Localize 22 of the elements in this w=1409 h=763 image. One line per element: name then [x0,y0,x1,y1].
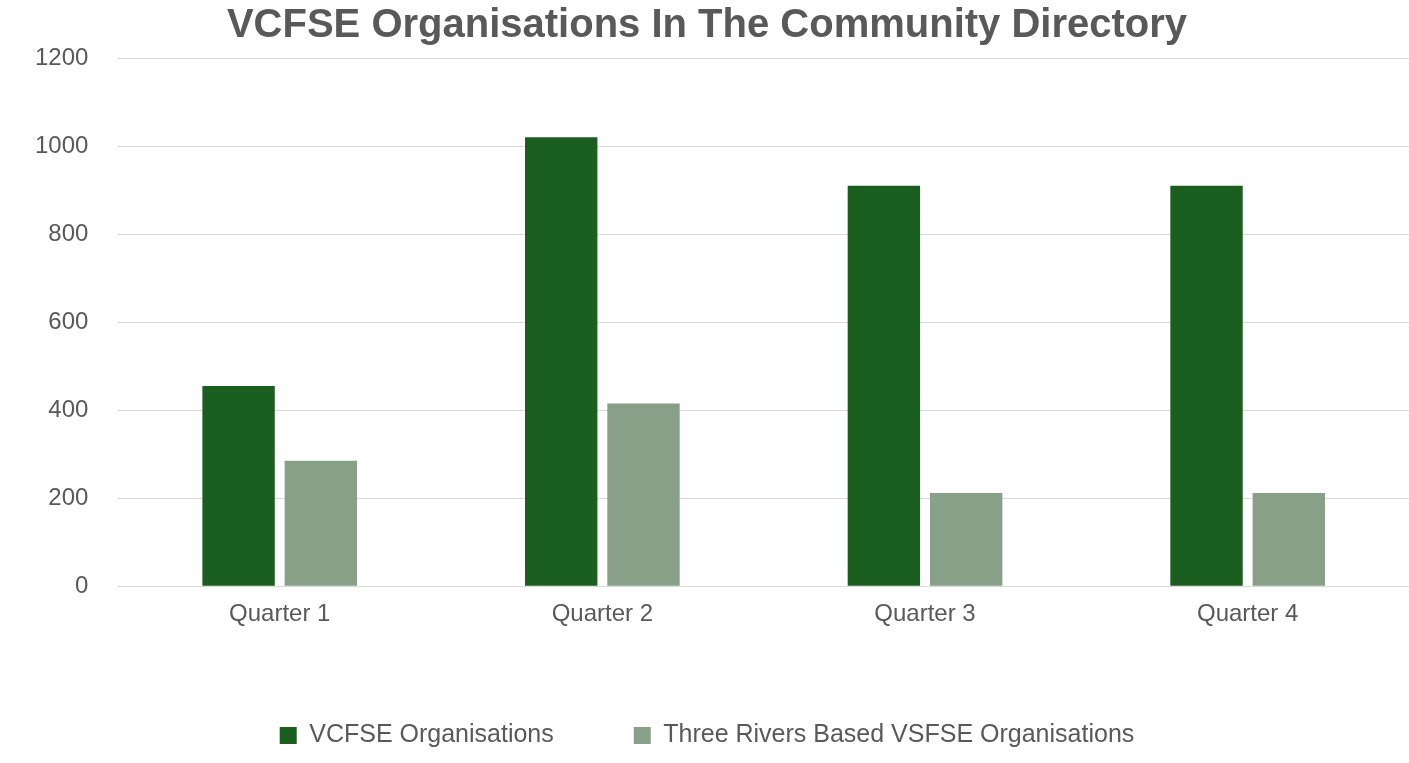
bar [1170,185,1243,586]
bar [929,492,1003,586]
bar [202,385,275,586]
legend-label: VCFSE Organisations [309,719,554,748]
chart-title: VCFSE Organisations In The Community Directory [226,1,1188,46]
bar [284,460,358,586]
bar [847,185,921,586]
y-tick-label: 1200 [35,42,89,70]
y-tick-label: 400 [48,394,89,422]
bar [607,403,680,586]
x-tick-label: Quarter 4 [1196,599,1299,627]
legend-label: Three Rivers Based VSFSE Organisations [663,719,1135,748]
y-tick-label: 600 [48,306,89,334]
x-tick-label: Quarter 2 [551,599,654,627]
x-tick-label: Quarter 3 [874,599,976,627]
bar [525,137,598,586]
y-tick-label: 1000 [35,130,89,158]
bar [1252,492,1326,586]
y-tick-label: 0 [75,570,89,598]
y-tick-label: 200 [48,482,89,510]
x-tick-label: Quarter 1 [229,599,331,627]
y-tick-label: 800 [48,218,89,246]
